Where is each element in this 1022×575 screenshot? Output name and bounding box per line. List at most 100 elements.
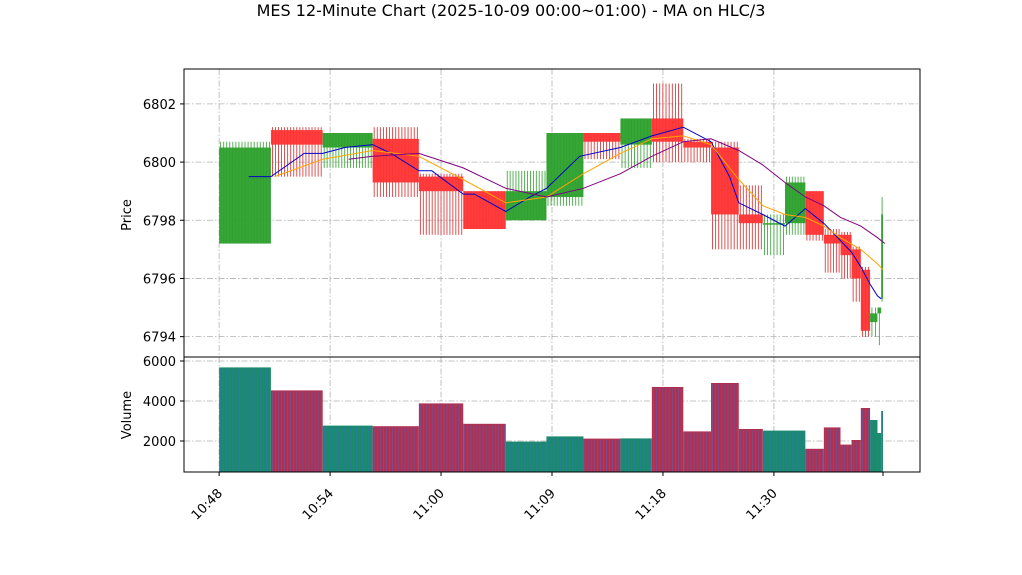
candle (711, 141, 739, 250)
time-tick-label: 10:48 (189, 486, 226, 523)
candle-body (851, 249, 861, 279)
volume-bar-fill (738, 429, 763, 472)
candle (877, 307, 882, 346)
candle (546, 133, 584, 206)
price-tick-label: 6802 (143, 98, 176, 113)
candle-body (219, 147, 271, 244)
price-axis-ticks: 6794 6796 6798 6800 6802 (143, 98, 184, 346)
price-tick-label: 6798 (143, 214, 176, 229)
volume-bar (620, 438, 652, 472)
volume-bar (860, 408, 871, 472)
candle-body (583, 133, 621, 142)
volume-bar-fill (620, 438, 652, 472)
candle (219, 141, 271, 244)
time-tick-label: 11:18 (633, 486, 670, 523)
price-tick-label: 6796 (143, 272, 176, 287)
volume-bar (762, 430, 786, 472)
volume-bar (546, 436, 584, 472)
volume-tick-label: 4000 (143, 395, 176, 410)
candle (651, 83, 684, 163)
volume-tick-label: 2000 (143, 435, 176, 450)
volume-bar (881, 411, 884, 472)
volume-bar (372, 426, 419, 472)
volume-bar (651, 387, 684, 472)
candle (738, 185, 763, 250)
volume-panel: 2000 4000 6000 Volume (120, 355, 921, 473)
volume-bars (219, 367, 884, 472)
volume-bar (711, 383, 739, 472)
candle-body (805, 191, 824, 235)
candle (762, 214, 786, 256)
candle (270, 127, 323, 177)
candle (372, 127, 419, 197)
candle-body (881, 214, 884, 299)
volume-bar (840, 444, 852, 472)
volume-axis-ticks: 2000 4000 6000 (143, 355, 184, 450)
volume-tick-label: 6000 (143, 355, 176, 370)
candles (219, 83, 884, 346)
candle (620, 118, 652, 168)
chart-title: MES 12-Minute Chart (2025-10-09 00:00~01… (257, 1, 766, 20)
price-tick-label: 6800 (143, 156, 176, 171)
candle-body (546, 133, 584, 197)
candle-body (620, 118, 652, 145)
volume-bar (219, 367, 271, 472)
volume-bar-fill (651, 387, 684, 472)
volume-bar (270, 390, 323, 472)
candle-body (877, 307, 882, 314)
volume-bar (870, 420, 878, 472)
time-tick-label: 10:54 (300, 486, 337, 523)
volume-bar (785, 430, 806, 472)
candle-body (372, 138, 419, 183)
volume-bar-fill (463, 423, 506, 472)
candle (463, 191, 506, 229)
volume-bar-fill (805, 448, 824, 472)
price-axis-label: Price (120, 199, 135, 231)
candle (683, 138, 712, 163)
candle (851, 246, 861, 302)
price-panel: 6794 6796 6798 6800 6802 Price (120, 68, 921, 358)
volume-bar (877, 433, 882, 472)
volume-bar (683, 431, 712, 472)
candle-body (651, 118, 684, 142)
time-tick-label: 11:09 (522, 486, 559, 523)
price-tick-label: 6794 (143, 331, 176, 346)
candle-body (270, 130, 323, 145)
candle (418, 173, 464, 235)
candle (322, 133, 373, 168)
volume-bar-fill (870, 420, 878, 472)
candle-body (711, 147, 739, 215)
candle-body (823, 234, 841, 244)
candle (785, 176, 806, 235)
volume-bar-fill (505, 441, 547, 472)
volume-bar (851, 440, 861, 472)
candle-body (762, 223, 786, 225)
volume-bar (583, 438, 621, 472)
time-axis-ticks: 10:48 10:54 11:00 11:09 11:18 11:30 (189, 472, 884, 523)
volume-bar (823, 427, 841, 472)
volume-bar-fill (823, 427, 841, 472)
volume-bar (418, 403, 464, 472)
candle (583, 133, 621, 160)
candle (860, 266, 871, 337)
volume-axis-label: Volume (120, 391, 135, 439)
moving-average-line (248, 126, 882, 300)
moving-average-lines (248, 126, 886, 300)
moving-average-line (348, 138, 886, 244)
candle-body (683, 141, 712, 148)
candle-body (860, 269, 871, 331)
volume-bar (505, 441, 547, 472)
candle-body (840, 234, 852, 256)
volume-bar-fill (546, 436, 584, 472)
moving-average-line (274, 135, 884, 271)
candle (881, 197, 884, 302)
candle-body (738, 214, 763, 224)
candle-body (463, 191, 506, 229)
candle-body (870, 313, 878, 323)
time-tick-label: 11:00 (411, 486, 448, 523)
candle (870, 307, 878, 337)
time-tick-label: 11:30 (744, 486, 781, 523)
candle-body (418, 176, 464, 192)
volume-bar (322, 425, 373, 472)
